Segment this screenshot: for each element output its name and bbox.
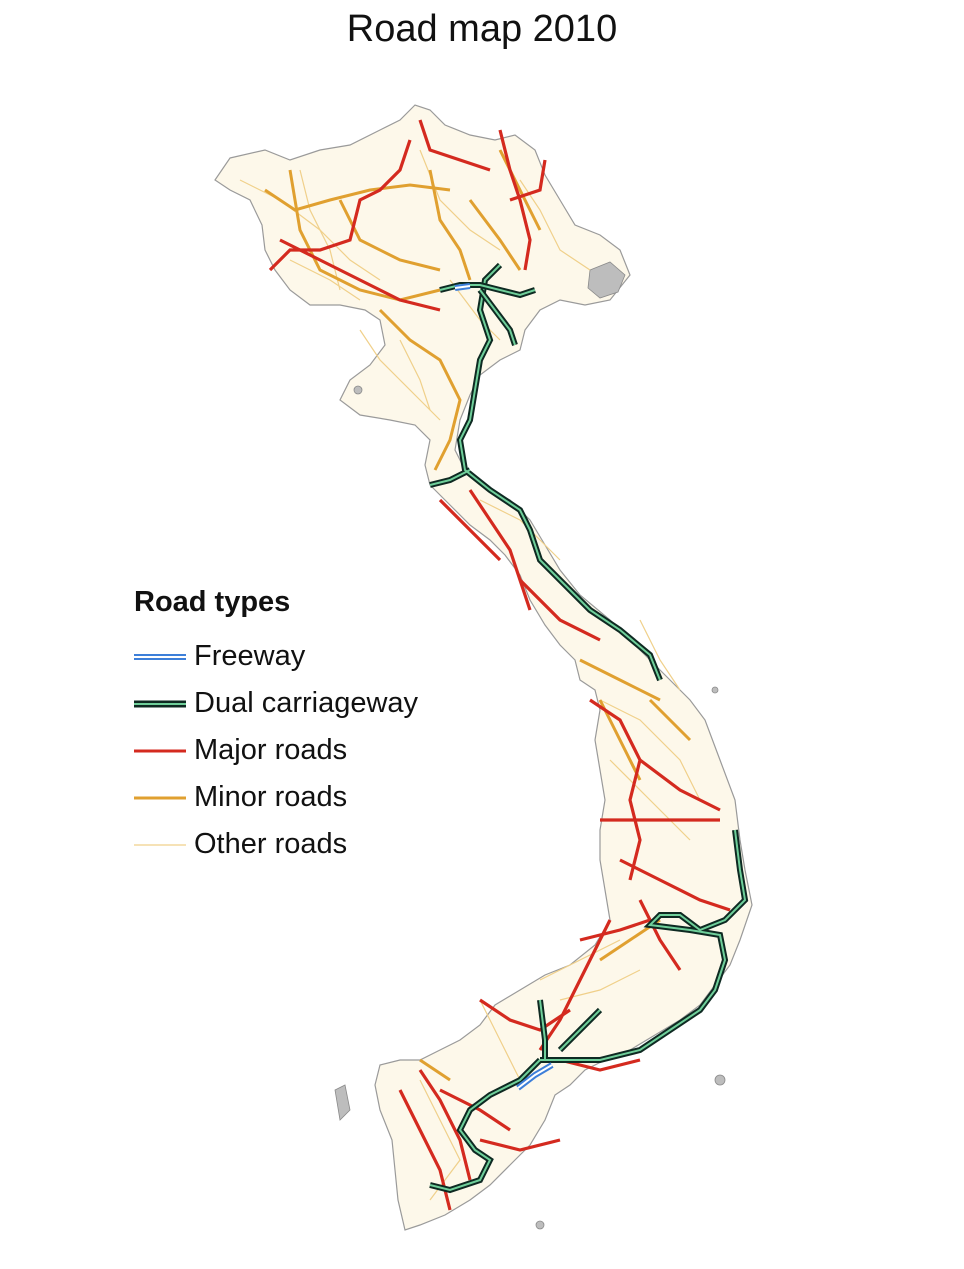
legend-label-other-roads: Other roads xyxy=(194,828,348,860)
legend-item-dual-carriageway: Dual carriageway xyxy=(134,680,418,727)
map-title: Road map 2010 xyxy=(346,8,618,50)
legend-item-other-roads: Other roads xyxy=(134,821,418,868)
dual-carriageway-swatch xyxy=(134,700,186,707)
legend-label-dual-carriageway: Dual carriageway xyxy=(194,687,419,719)
legend: Road types Freeway Dual carriageway Majo… xyxy=(134,586,418,868)
major-roads-swatch xyxy=(134,749,186,752)
freeway-swatch xyxy=(134,653,186,660)
other-roads-swatch xyxy=(134,843,186,846)
islands xyxy=(334,261,726,1230)
freeways xyxy=(454,283,554,1091)
legend-label-freeway: Freeway xyxy=(194,640,306,672)
dual-carriageway xyxy=(429,262,749,1194)
legend-title: Road types xyxy=(134,586,291,618)
legend-label-minor-roads: Minor roads xyxy=(194,781,348,813)
minor-roads xyxy=(264,149,692,1082)
other-roads xyxy=(239,149,701,1201)
legend-item-minor-roads: Minor roads xyxy=(134,774,418,821)
legend-item-major-roads: Major roads xyxy=(134,727,418,774)
major-roads xyxy=(268,119,731,1211)
legend-label-major-roads: Major roads xyxy=(194,734,348,766)
legend-item-freeway: Freeway xyxy=(134,633,418,680)
minor-roads-swatch xyxy=(134,796,186,799)
